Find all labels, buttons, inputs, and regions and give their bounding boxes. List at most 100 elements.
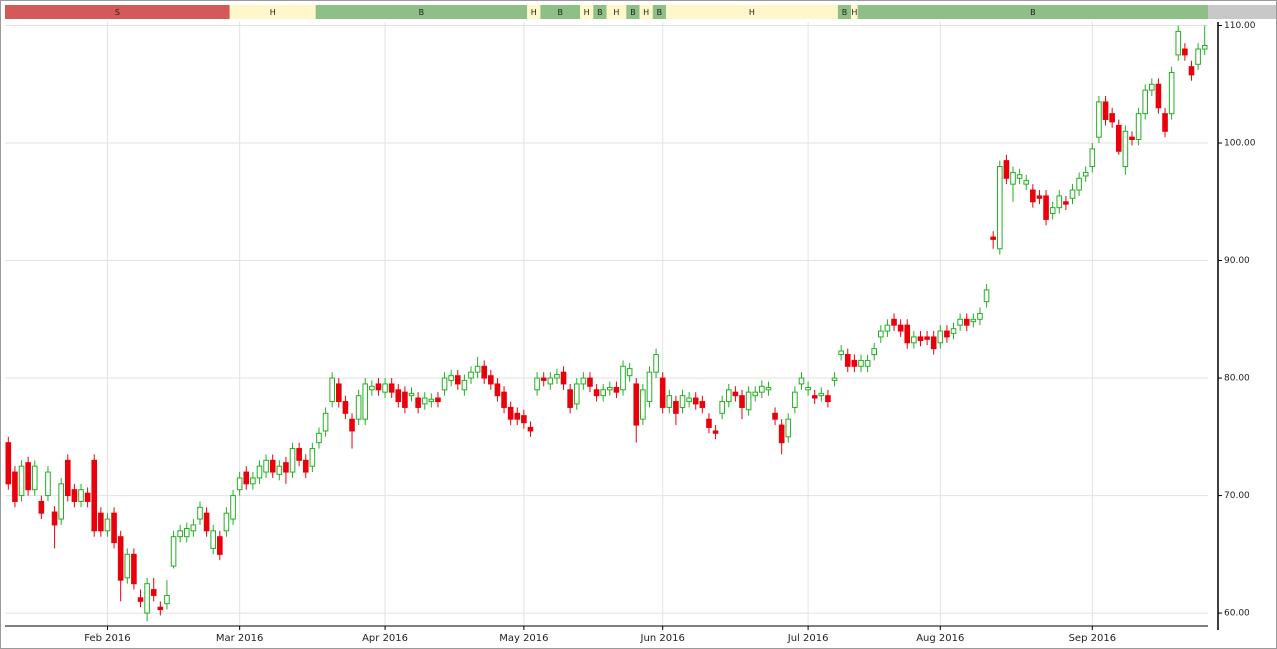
signal-band: [527, 5, 541, 19]
candle-body: [210, 530, 217, 549]
candle-body: [785, 418, 792, 438]
candle-body: [170, 536, 177, 567]
candle-body: [1056, 195, 1063, 209]
candle-body: [1129, 136, 1135, 141]
candle-body: [977, 312, 983, 320]
candle-body: [640, 389, 646, 420]
candle-body: [540, 377, 547, 381]
candle-body: [1122, 130, 1129, 168]
candle-body: [904, 324, 911, 344]
candle-body: [302, 459, 309, 473]
candle-body: [335, 383, 342, 403]
candle-body: [236, 477, 243, 491]
signal-label: B: [657, 8, 663, 17]
candle-body: [990, 236, 996, 240]
candle-body: [144, 583, 150, 614]
candle-body: [289, 448, 296, 473]
x-tick-label: Mar 2016: [216, 633, 264, 644]
candle-body: [98, 512, 104, 532]
candle-body: [759, 385, 765, 393]
candle-body: [435, 397, 441, 403]
candle-body: [673, 401, 679, 414]
candle-body: [316, 432, 322, 444]
candle-body: [613, 386, 620, 393]
candle-body: [164, 594, 170, 605]
candle-body: [342, 401, 349, 414]
signal-label: H: [270, 8, 276, 17]
signal-band: [229, 5, 316, 19]
candle-body: [468, 371, 474, 379]
candle-body: [521, 415, 527, 424]
candle-body: [78, 489, 84, 502]
candle-body: [1175, 30, 1182, 56]
candle-body: [983, 289, 990, 303]
candle-body: [620, 365, 626, 391]
candle-body: [593, 389, 600, 397]
signal-label: H: [643, 8, 649, 17]
candle-body: [778, 424, 785, 444]
candle-body: [858, 359, 864, 367]
candle-body: [745, 391, 752, 411]
candle-body: [388, 383, 395, 393]
candle-body: [911, 336, 917, 344]
signal-label: H: [749, 8, 755, 17]
signal-label: H: [531, 8, 537, 17]
candle-body: [501, 391, 507, 408]
candle-body: [587, 377, 593, 387]
signal-label: S: [115, 8, 120, 17]
signal-label: B: [597, 8, 603, 17]
candle-body: [494, 383, 501, 397]
signal-band: [626, 5, 640, 19]
candle-body: [38, 500, 45, 514]
signal-label: H: [584, 8, 590, 17]
candle-body: [811, 395, 818, 399]
candle-body: [725, 389, 732, 403]
x-tick-label: May 2016: [499, 633, 548, 644]
candle-body: [996, 166, 1003, 250]
candle-body: [454, 375, 461, 385]
band-filler: [1204, 5, 1276, 19]
candle-body: [560, 371, 567, 385]
y-tick-label: 110.00: [1224, 21, 1256, 31]
candle-body: [45, 471, 51, 497]
signal-band: [540, 5, 581, 19]
candle-body: [686, 397, 692, 403]
signal-label: B: [557, 8, 563, 17]
candle-body: [408, 392, 415, 397]
candle-body: [256, 465, 263, 479]
x-tick-label: Apr 2016: [362, 633, 408, 644]
candle-body: [831, 377, 838, 381]
candle-body: [217, 536, 223, 555]
signal-label: H: [851, 8, 857, 17]
candle-body: [527, 426, 534, 432]
candle-body: [1069, 189, 1076, 199]
candle-body: [243, 471, 250, 485]
candle-body: [369, 385, 375, 391]
candle-body: [712, 430, 719, 434]
candle-body: [1049, 207, 1056, 215]
candle-body: [1109, 113, 1115, 123]
candle-body: [415, 397, 421, 408]
candle-body: [190, 524, 197, 532]
candle-body: [111, 512, 117, 544]
candle-body: [250, 477, 256, 485]
candle-body: [633, 383, 640, 426]
candle-body: [534, 377, 540, 391]
candle-body: [864, 359, 871, 367]
candle-body: [626, 368, 633, 377]
candle-body: [223, 512, 230, 532]
candle-body: [322, 412, 329, 432]
candle-body: [481, 365, 488, 379]
candle-body: [600, 389, 606, 397]
signal-band: [315, 5, 528, 19]
candle-body: [692, 397, 699, 405]
candle-body: [1082, 171, 1089, 177]
candle-body: [818, 392, 825, 397]
candle-body: [944, 330, 950, 338]
candle-body: [950, 328, 957, 334]
signal-label: B: [842, 8, 848, 17]
candle-body: [31, 465, 38, 491]
candle-body: [607, 386, 613, 391]
